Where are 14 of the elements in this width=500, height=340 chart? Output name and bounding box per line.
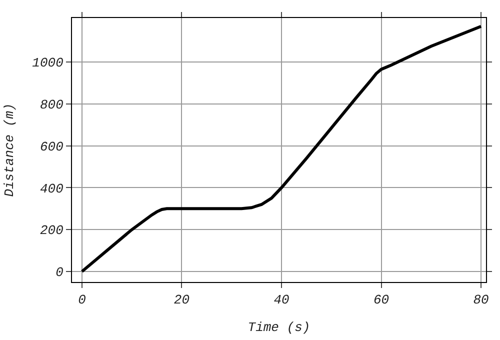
line-series bbox=[80, 24, 483, 274]
x-tick-label: 60 bbox=[373, 292, 390, 308]
y-tick-label: 800 bbox=[40, 97, 64, 112]
x-tick-label: 40 bbox=[274, 292, 290, 308]
y-tick-label: 1000 bbox=[32, 56, 64, 71]
y-tick-label: 600 bbox=[40, 139, 64, 154]
y-axis-title: Distance (m) bbox=[2, 103, 18, 197]
x-tick-label: 20 bbox=[174, 292, 190, 308]
x-axis-title: Time (s) bbox=[248, 320, 310, 336]
x-tick-label: 80 bbox=[473, 292, 490, 308]
x-tick-label: 0 bbox=[78, 292, 86, 308]
y-tick-label: 200 bbox=[40, 223, 64, 238]
y-tick-label: 0 bbox=[56, 265, 64, 280]
y-tick-label: 400 bbox=[40, 181, 64, 196]
